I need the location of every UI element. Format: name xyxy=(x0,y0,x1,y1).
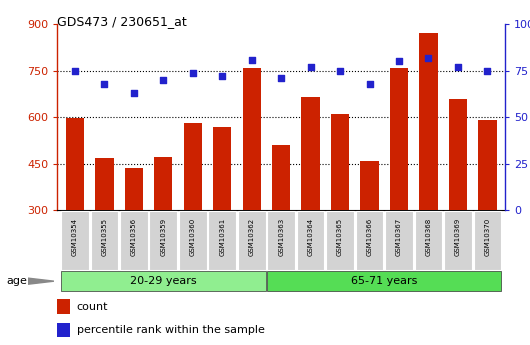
FancyBboxPatch shape xyxy=(61,211,89,270)
Text: GSM10364: GSM10364 xyxy=(307,218,314,256)
Bar xyxy=(449,99,467,210)
FancyBboxPatch shape xyxy=(179,211,207,270)
Bar xyxy=(360,161,379,210)
FancyBboxPatch shape xyxy=(149,211,177,270)
Point xyxy=(248,57,256,62)
Text: GSM10359: GSM10359 xyxy=(160,218,166,256)
FancyBboxPatch shape xyxy=(91,211,118,270)
Text: age: age xyxy=(6,276,27,286)
Text: GSM10361: GSM10361 xyxy=(219,218,225,256)
Bar xyxy=(272,145,290,210)
FancyBboxPatch shape xyxy=(297,211,324,270)
FancyBboxPatch shape xyxy=(208,211,236,270)
Text: GSM10354: GSM10354 xyxy=(72,218,78,256)
FancyBboxPatch shape xyxy=(120,211,148,270)
Point xyxy=(70,68,79,73)
Bar xyxy=(419,33,438,210)
FancyBboxPatch shape xyxy=(356,211,383,270)
FancyBboxPatch shape xyxy=(267,271,501,291)
Point xyxy=(454,64,462,70)
FancyBboxPatch shape xyxy=(238,211,266,270)
Text: GSM10360: GSM10360 xyxy=(190,218,196,256)
FancyBboxPatch shape xyxy=(326,211,354,270)
Text: GSM10369: GSM10369 xyxy=(455,218,461,256)
Text: count: count xyxy=(77,302,108,312)
Text: GSM10365: GSM10365 xyxy=(337,218,343,256)
FancyBboxPatch shape xyxy=(474,211,501,270)
Bar xyxy=(213,127,232,210)
Text: percentile rank within the sample: percentile rank within the sample xyxy=(77,325,264,335)
Point xyxy=(218,73,226,79)
Bar xyxy=(302,97,320,210)
Point xyxy=(130,90,138,96)
FancyBboxPatch shape xyxy=(267,211,295,270)
Bar xyxy=(125,168,143,210)
Text: GSM10370: GSM10370 xyxy=(484,218,490,256)
Bar xyxy=(183,123,202,210)
Point xyxy=(100,81,109,87)
Text: GSM10355: GSM10355 xyxy=(101,218,108,256)
Point xyxy=(483,68,492,73)
Bar xyxy=(57,323,70,337)
Bar xyxy=(478,120,497,210)
Point xyxy=(424,55,432,60)
Text: 20-29 years: 20-29 years xyxy=(130,276,197,286)
Text: GDS473 / 230651_at: GDS473 / 230651_at xyxy=(57,16,187,29)
Point xyxy=(395,59,403,64)
FancyBboxPatch shape xyxy=(444,211,472,270)
FancyBboxPatch shape xyxy=(414,211,443,270)
Bar xyxy=(243,68,261,210)
Bar xyxy=(390,68,408,210)
Text: 65-71 years: 65-71 years xyxy=(351,276,418,286)
Point xyxy=(159,77,167,83)
FancyBboxPatch shape xyxy=(385,211,413,270)
Text: GSM10363: GSM10363 xyxy=(278,218,284,256)
Point xyxy=(365,81,374,87)
Point xyxy=(306,64,315,70)
Bar xyxy=(95,158,113,210)
Point xyxy=(189,70,197,75)
Text: GSM10366: GSM10366 xyxy=(367,218,373,256)
Bar xyxy=(57,299,70,314)
Bar xyxy=(331,114,349,210)
FancyBboxPatch shape xyxy=(61,271,266,291)
Point xyxy=(336,68,344,73)
Text: GSM10356: GSM10356 xyxy=(131,218,137,256)
Text: GSM10368: GSM10368 xyxy=(426,218,431,256)
Bar xyxy=(154,157,172,210)
Text: GSM10362: GSM10362 xyxy=(249,218,255,256)
Polygon shape xyxy=(28,278,54,284)
Point xyxy=(277,76,285,81)
Bar xyxy=(66,118,84,210)
Text: GSM10367: GSM10367 xyxy=(396,218,402,256)
